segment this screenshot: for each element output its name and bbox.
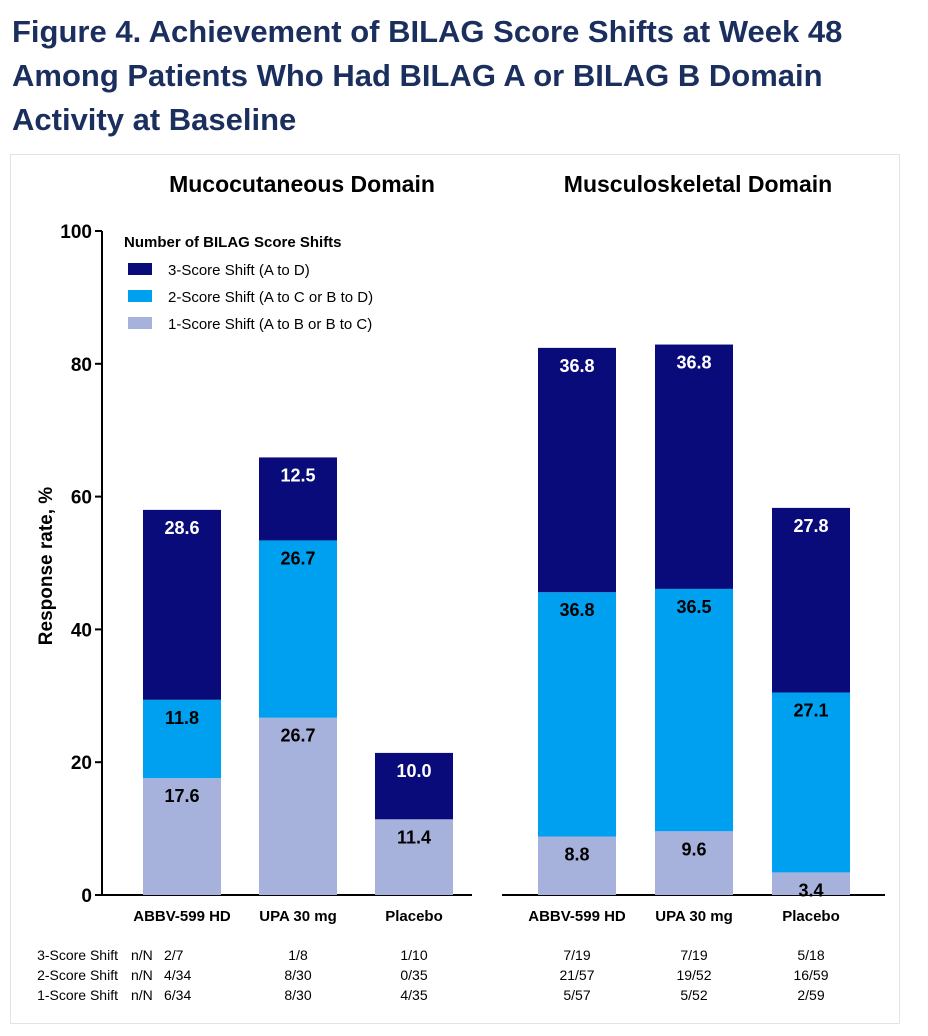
data-label: 36.8 bbox=[559, 600, 594, 620]
table-cell: 2/59 bbox=[797, 987, 824, 1003]
data-label: 26.7 bbox=[280, 726, 315, 746]
bar-segment-two-shift bbox=[259, 540, 337, 718]
table-cell: 1/10 bbox=[400, 947, 427, 963]
data-label: 27.1 bbox=[793, 700, 828, 720]
legend-label: 1-Score Shift (A to B or B to C) bbox=[168, 316, 372, 333]
y-tick-label: 80 bbox=[71, 355, 92, 376]
data-label: 8.8 bbox=[564, 845, 589, 865]
legend-label: 2-Score Shift (A to C or B to D) bbox=[168, 289, 373, 306]
data-label: 36.8 bbox=[676, 353, 711, 373]
figure-title: Figure 4. Achievement of BILAG Score Shi… bbox=[12, 14, 843, 137]
bar-segment-one-shift bbox=[143, 778, 221, 895]
table-cell: 8/30 bbox=[284, 987, 311, 1003]
data-label: 10.0 bbox=[396, 761, 431, 781]
x-tick-label: UPA 30 mg bbox=[259, 908, 337, 925]
table-cell: 16/59 bbox=[793, 967, 828, 983]
x-tick-label: ABBV-599 HD bbox=[133, 908, 231, 925]
bar-segment-one-shift bbox=[375, 819, 453, 895]
legend-title: Number of BILAG Score Shifts bbox=[124, 234, 342, 251]
data-label: 9.6 bbox=[681, 839, 706, 859]
table-cell: 0/35 bbox=[400, 967, 427, 983]
x-tick-label: UPA 30 mg bbox=[655, 908, 733, 925]
data-label: 36.5 bbox=[676, 597, 711, 617]
legend-swatch bbox=[128, 263, 152, 275]
table-cell: 1/8 bbox=[288, 947, 308, 963]
table-cell: 2/7 bbox=[164, 947, 184, 963]
bar-segment-three-shift bbox=[655, 344, 733, 589]
data-label: 11.4 bbox=[397, 827, 431, 847]
table-cell: 4/34 bbox=[164, 967, 191, 983]
bars-layer: 17.6 11.8 28.6 26.7 26.7 12.5 11.4 10.0 8.8 36.8 3… bbox=[143, 344, 850, 900]
x-tick-label: ABBV-599 HD bbox=[528, 908, 626, 925]
table-unit-label: n/N bbox=[131, 987, 153, 1003]
y-tick-label: 100 bbox=[60, 222, 92, 243]
data-label: 27.8 bbox=[793, 516, 828, 536]
table-cell: 21/57 bbox=[559, 967, 594, 983]
y-axis-label: Response rate, % bbox=[36, 487, 57, 645]
y-tick-label: 40 bbox=[71, 620, 92, 641]
bar-segment-three-shift bbox=[375, 752, 453, 820]
y-tick-label: 0 bbox=[81, 886, 92, 907]
legend-swatch bbox=[128, 290, 152, 302]
table-cell: 4/35 bbox=[400, 987, 427, 1003]
data-label: 36.8 bbox=[559, 356, 594, 376]
data-label: 11.8 bbox=[165, 708, 199, 728]
table-cell: 19/52 bbox=[676, 967, 711, 983]
bar-segment-one-shift bbox=[538, 836, 616, 895]
panel-title: Mucocutaneous Domain bbox=[169, 171, 435, 197]
panel-title: Musculoskeletal Domain bbox=[564, 171, 832, 197]
bar-segment-one-shift bbox=[259, 717, 337, 895]
table-unit-label: n/N bbox=[131, 947, 153, 963]
data-label: 26.7 bbox=[280, 548, 315, 568]
legend-swatch bbox=[128, 317, 152, 329]
data-label: 3.4 bbox=[798, 880, 823, 900]
bar-segment-three-shift bbox=[259, 457, 337, 541]
bar-segment-two-shift bbox=[655, 588, 733, 832]
table-row-label: 2-Score Shift bbox=[37, 967, 118, 983]
bar-segment-three-shift bbox=[772, 507, 850, 693]
bar-segment-two-shift bbox=[143, 699, 221, 779]
table-cell: 5/52 bbox=[680, 987, 707, 1003]
legend-label: 3-Score Shift (A to D) bbox=[168, 262, 310, 279]
table-row-label: 3-Score Shift bbox=[37, 947, 118, 963]
data-label: 12.5 bbox=[280, 465, 315, 485]
table-cell: 8/30 bbox=[284, 967, 311, 983]
bar-segment-two-shift bbox=[538, 592, 616, 837]
table-unit-label: n/N bbox=[131, 967, 153, 983]
bar-segment-two-shift bbox=[772, 692, 850, 873]
bar-segment-three-shift bbox=[538, 347, 616, 593]
chart-frame bbox=[10, 154, 900, 1024]
table-cell: 5/18 bbox=[797, 947, 824, 963]
x-tick-label: Placebo bbox=[385, 908, 443, 925]
y-tick-label: 60 bbox=[71, 488, 92, 509]
bar-segment-one-shift bbox=[655, 831, 733, 895]
bar-segment-three-shift bbox=[143, 509, 221, 700]
bar-segment-one-shift bbox=[772, 872, 850, 895]
table-row-label: 1-Score Shift bbox=[37, 987, 118, 1003]
data-label: 17.6 bbox=[164, 786, 199, 806]
table-cell: 5/57 bbox=[563, 987, 590, 1003]
data-label: 28.6 bbox=[164, 518, 199, 538]
nN-table-layer: 3-Score Shift n/N 2/7 1/8 1/10 7/19 7/19 5/18 2-… bbox=[37, 947, 829, 1003]
table-cell: 7/19 bbox=[680, 947, 707, 963]
table-cell: 6/34 bbox=[164, 987, 191, 1003]
table-cell: 7/19 bbox=[563, 947, 590, 963]
legend-layer: Number of BILAG Score Shifts 3-Score Shif… bbox=[124, 234, 373, 333]
y-tick-label: 20 bbox=[71, 753, 92, 774]
x-tick-label: Placebo bbox=[782, 908, 840, 925]
